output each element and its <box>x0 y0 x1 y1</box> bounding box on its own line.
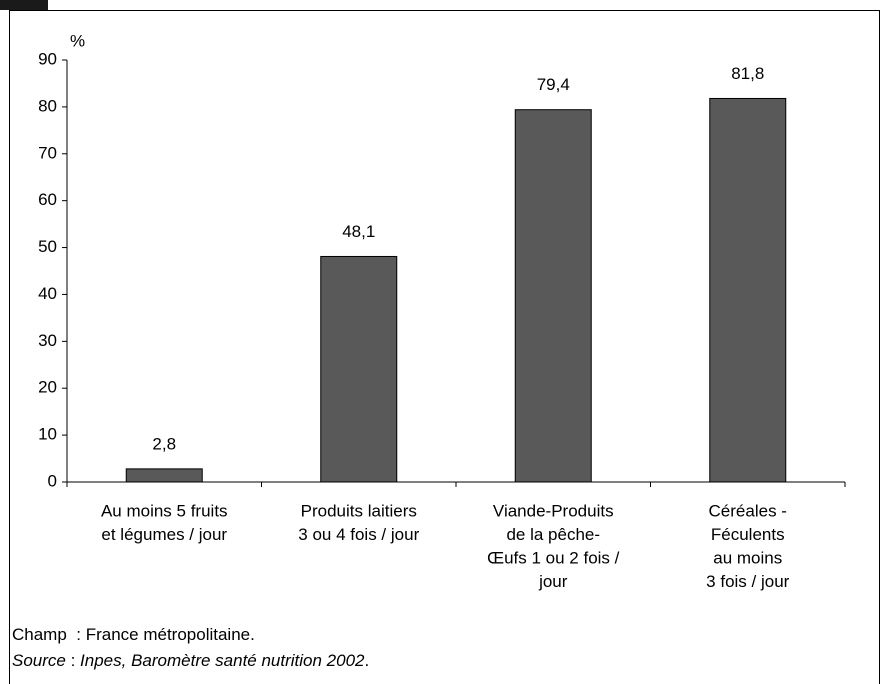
data-label: 81,8 <box>731 64 764 83</box>
data-label: 2,8 <box>152 434 176 453</box>
note: Champ : France métropolitaine. <box>12 625 255 644</box>
y-tick-label: 80 <box>38 96 57 115</box>
x-tick-label: jour <box>538 572 568 591</box>
y-tick-label: 30 <box>38 331 57 350</box>
note-part: Inpes, Baromètre santé nutrition 2002 <box>80 651 365 670</box>
y-tick-label: 50 <box>38 237 57 256</box>
y-tick-label: 70 <box>38 143 57 162</box>
note-part: Champ <box>12 625 67 644</box>
x-tick-label: de la pêche- <box>506 525 600 544</box>
x-tick-label: Viande-Produits <box>493 501 614 520</box>
y-tick-label: 0 <box>48 471 57 490</box>
data-label: 48,1 <box>342 222 375 241</box>
bar <box>125 468 203 483</box>
header-tab <box>0 0 48 10</box>
frame <box>9 10 880 684</box>
y-tick-label: 10 <box>38 425 57 444</box>
y-tick-label: 60 <box>38 190 57 209</box>
x-tick-label: Au moins 5 fruits <box>101 501 228 520</box>
bar <box>709 97 787 483</box>
note-part: : <box>66 651 80 670</box>
x-tick-label: Œufs 1 ou 2 fois / <box>487 548 620 567</box>
x-tick-label: Féculents <box>711 525 785 544</box>
x-tick-label: Produits laitiers <box>301 501 417 520</box>
x-tick-label: au moins <box>713 548 782 567</box>
y-tick-label: 20 <box>38 378 57 397</box>
bar <box>320 255 398 483</box>
note-part: . <box>365 651 370 670</box>
note-part: Source <box>12 651 66 670</box>
note: Source : Inpes, Baromètre santé nutritio… <box>12 651 369 670</box>
data-label: 79,4 <box>537 75 570 94</box>
y-tick-label: 40 <box>38 284 57 303</box>
x-tick-label: 3 fois / jour <box>706 572 789 591</box>
x-tick-label: Céréales - <box>709 501 787 520</box>
bar <box>514 109 592 483</box>
y-tick-label: 90 <box>38 49 57 68</box>
x-tick-label: et légumes / jour <box>101 525 227 544</box>
unit-label: % <box>70 31 85 50</box>
note-part: : France métropolitaine. <box>67 625 255 644</box>
x-tick-label: 3 ou 4 fois / jour <box>298 525 419 544</box>
